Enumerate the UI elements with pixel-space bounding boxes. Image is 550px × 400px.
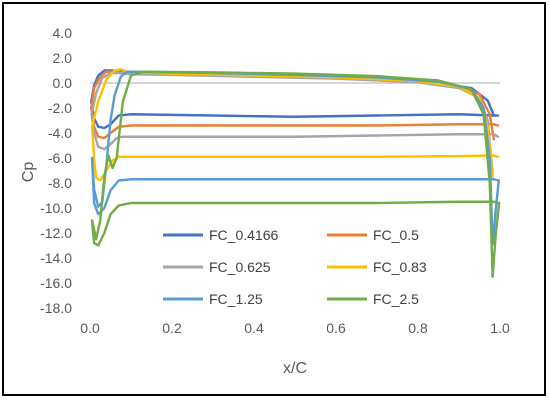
y-tick-label: 0.0 [53,75,73,91]
x-axis-title: x/C [283,360,307,377]
series-line-fc-0-83-lower [90,125,500,182]
y-tick-label: -6.0 [48,150,72,166]
series-line-fc-2-5-upper [90,70,501,278]
x-tick-label: 0.2 [162,320,182,336]
legend-label: FC_0.625 [209,259,271,275]
y-tick-label: -18.0 [40,300,72,316]
series-line-fc-0-625-upper [90,71,494,175]
y-tick-label: -4.0 [48,125,72,141]
legend-label: FC_0.4166 [209,227,278,243]
y-tick-label: -14.0 [40,250,72,266]
chart-frame [2,2,546,396]
legend-label: FC_1.25 [209,291,263,307]
x-tick-label: 0.0 [80,320,100,336]
legend-label: FC_0.83 [373,259,427,275]
y-tick-label: -16.0 [40,275,72,291]
y-tick-label: -12.0 [40,225,72,241]
legend-label: FC_2.5 [373,291,419,307]
series-line-fc-1-25-upper [90,70,500,246]
y-tick-label: -10.0 [40,200,72,216]
series-line-fc-2-5-lower [90,200,501,247]
series-line-fc-1-25-lower [90,156,500,216]
y-axis-title: Cp [20,162,37,183]
x-tick-label: 1.0 [490,320,510,336]
y-tick-label: -8.0 [48,175,72,191]
series-line-fc-0-5-lower [90,106,500,140]
series-line-fc-0-4166-lower [90,100,500,130]
x-tick-label: 0.6 [326,320,346,336]
y-tick-label: -2.0 [48,100,72,116]
legend-label: FC_0.5 [373,227,419,243]
series-line-fc-0-625-lower [90,113,500,151]
x-tick-label: 0.8 [408,320,428,336]
y-tick-label: 2.0 [53,50,73,66]
y-tick-label: 4.0 [53,25,73,41]
x-tick-label: 0.4 [244,320,264,336]
